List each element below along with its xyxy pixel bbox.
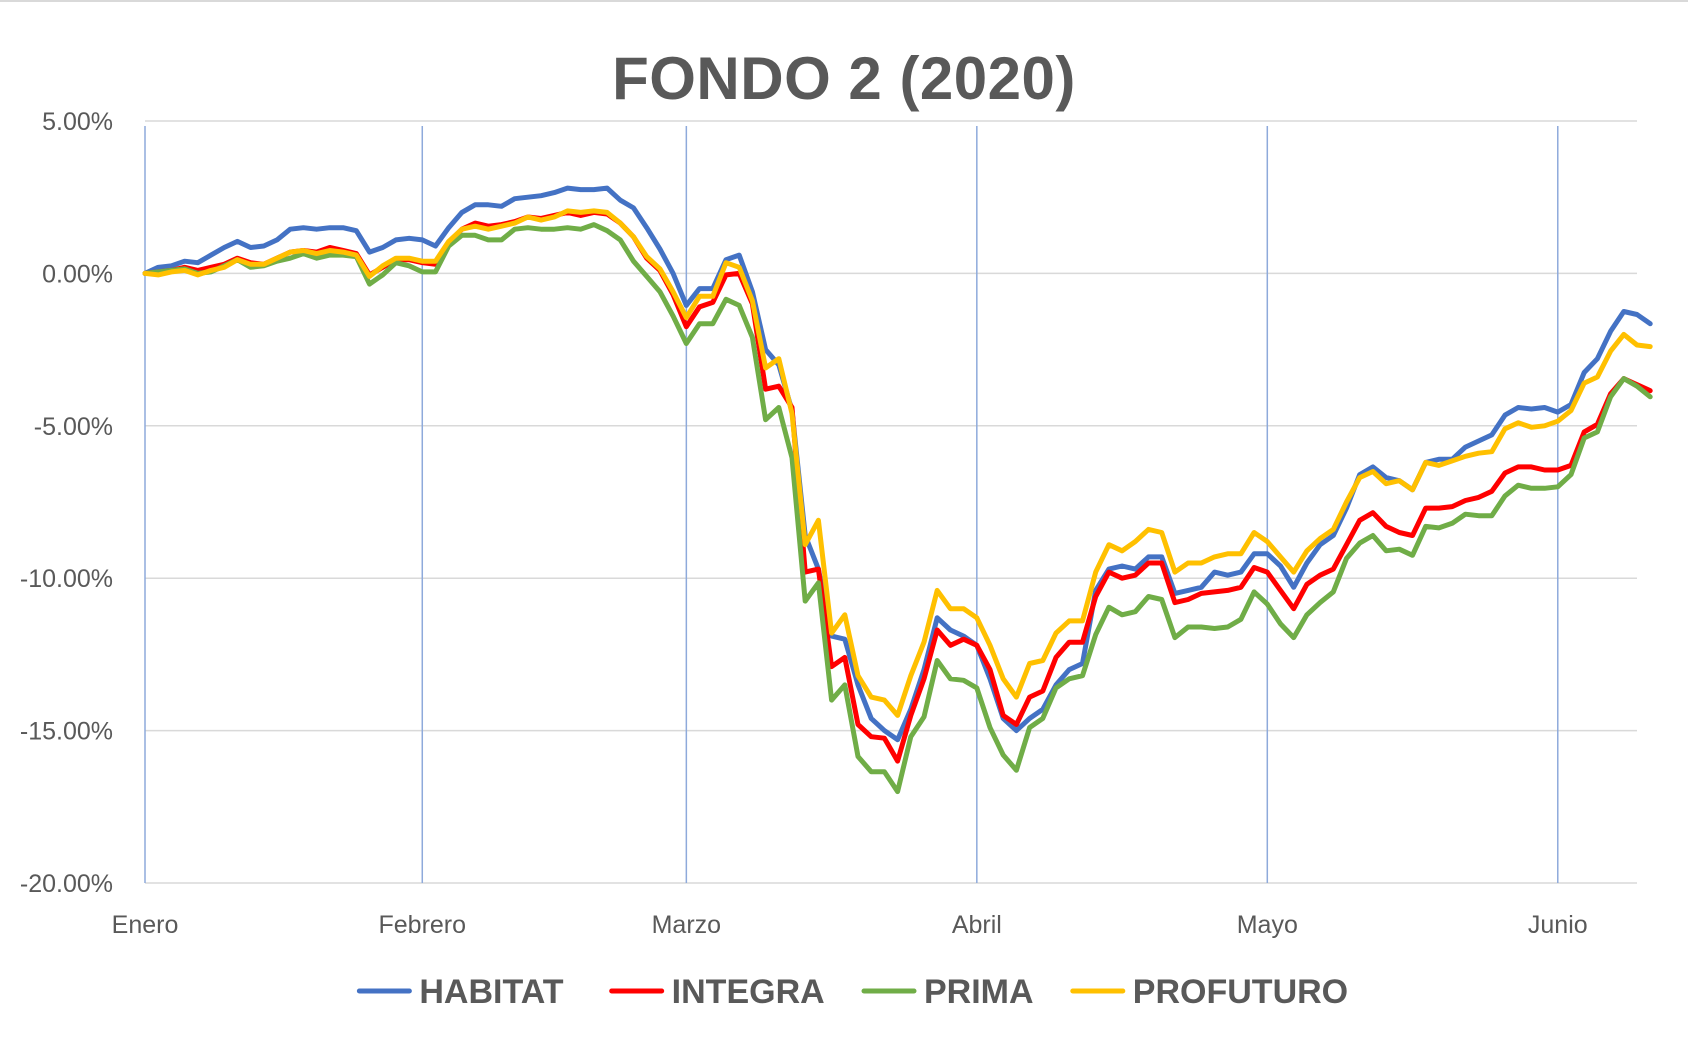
legend: HABITAT INTEGRA PRIMA PROFUTURO [356, 973, 1348, 1011]
chart-title: FONDO 2 (2020) [612, 45, 1076, 112]
series-lines [142, 185, 1653, 795]
legend-label-profuturo: PROFUTURO [1133, 973, 1348, 1011]
legend-label-integra: INTEGRA [672, 973, 825, 1011]
y-tick-label: -5.00% [34, 413, 113, 441]
series-line-prima [142, 222, 1653, 795]
series-line-integra [142, 209, 1653, 764]
y-tick-label: 0.00% [42, 260, 113, 288]
month-gridlines [144, 126, 1559, 883]
x-axis-labels: Enero Febrero Marzo Abril Mayo Junio [112, 911, 1588, 939]
legend-label-prima: PRIMA [924, 973, 1034, 1011]
y-tick-label: 5.00% [42, 108, 113, 136]
x-tick-label: Marzo [652, 911, 721, 939]
y-tick-label: -20.00% [20, 870, 113, 898]
series-line-profuturo [142, 208, 1653, 718]
x-tick-label: Mayo [1237, 911, 1298, 939]
top-border [0, 0, 1688, 2]
horizontal-gridlines [145, 120, 1637, 884]
x-tick-label: Febrero [379, 911, 467, 939]
x-tick-label: Abril [952, 911, 1002, 939]
legend-label-habitat: HABITAT [419, 973, 563, 1011]
y-tick-label: -10.00% [20, 565, 113, 593]
y-axis-labels: 5.00% 0.00% -5.00% -10.00% -15.00% -20.00% [20, 108, 113, 898]
x-tick-label: Enero [112, 911, 179, 939]
y-tick-label: -15.00% [20, 718, 113, 746]
x-tick-label: Junio [1528, 911, 1588, 939]
